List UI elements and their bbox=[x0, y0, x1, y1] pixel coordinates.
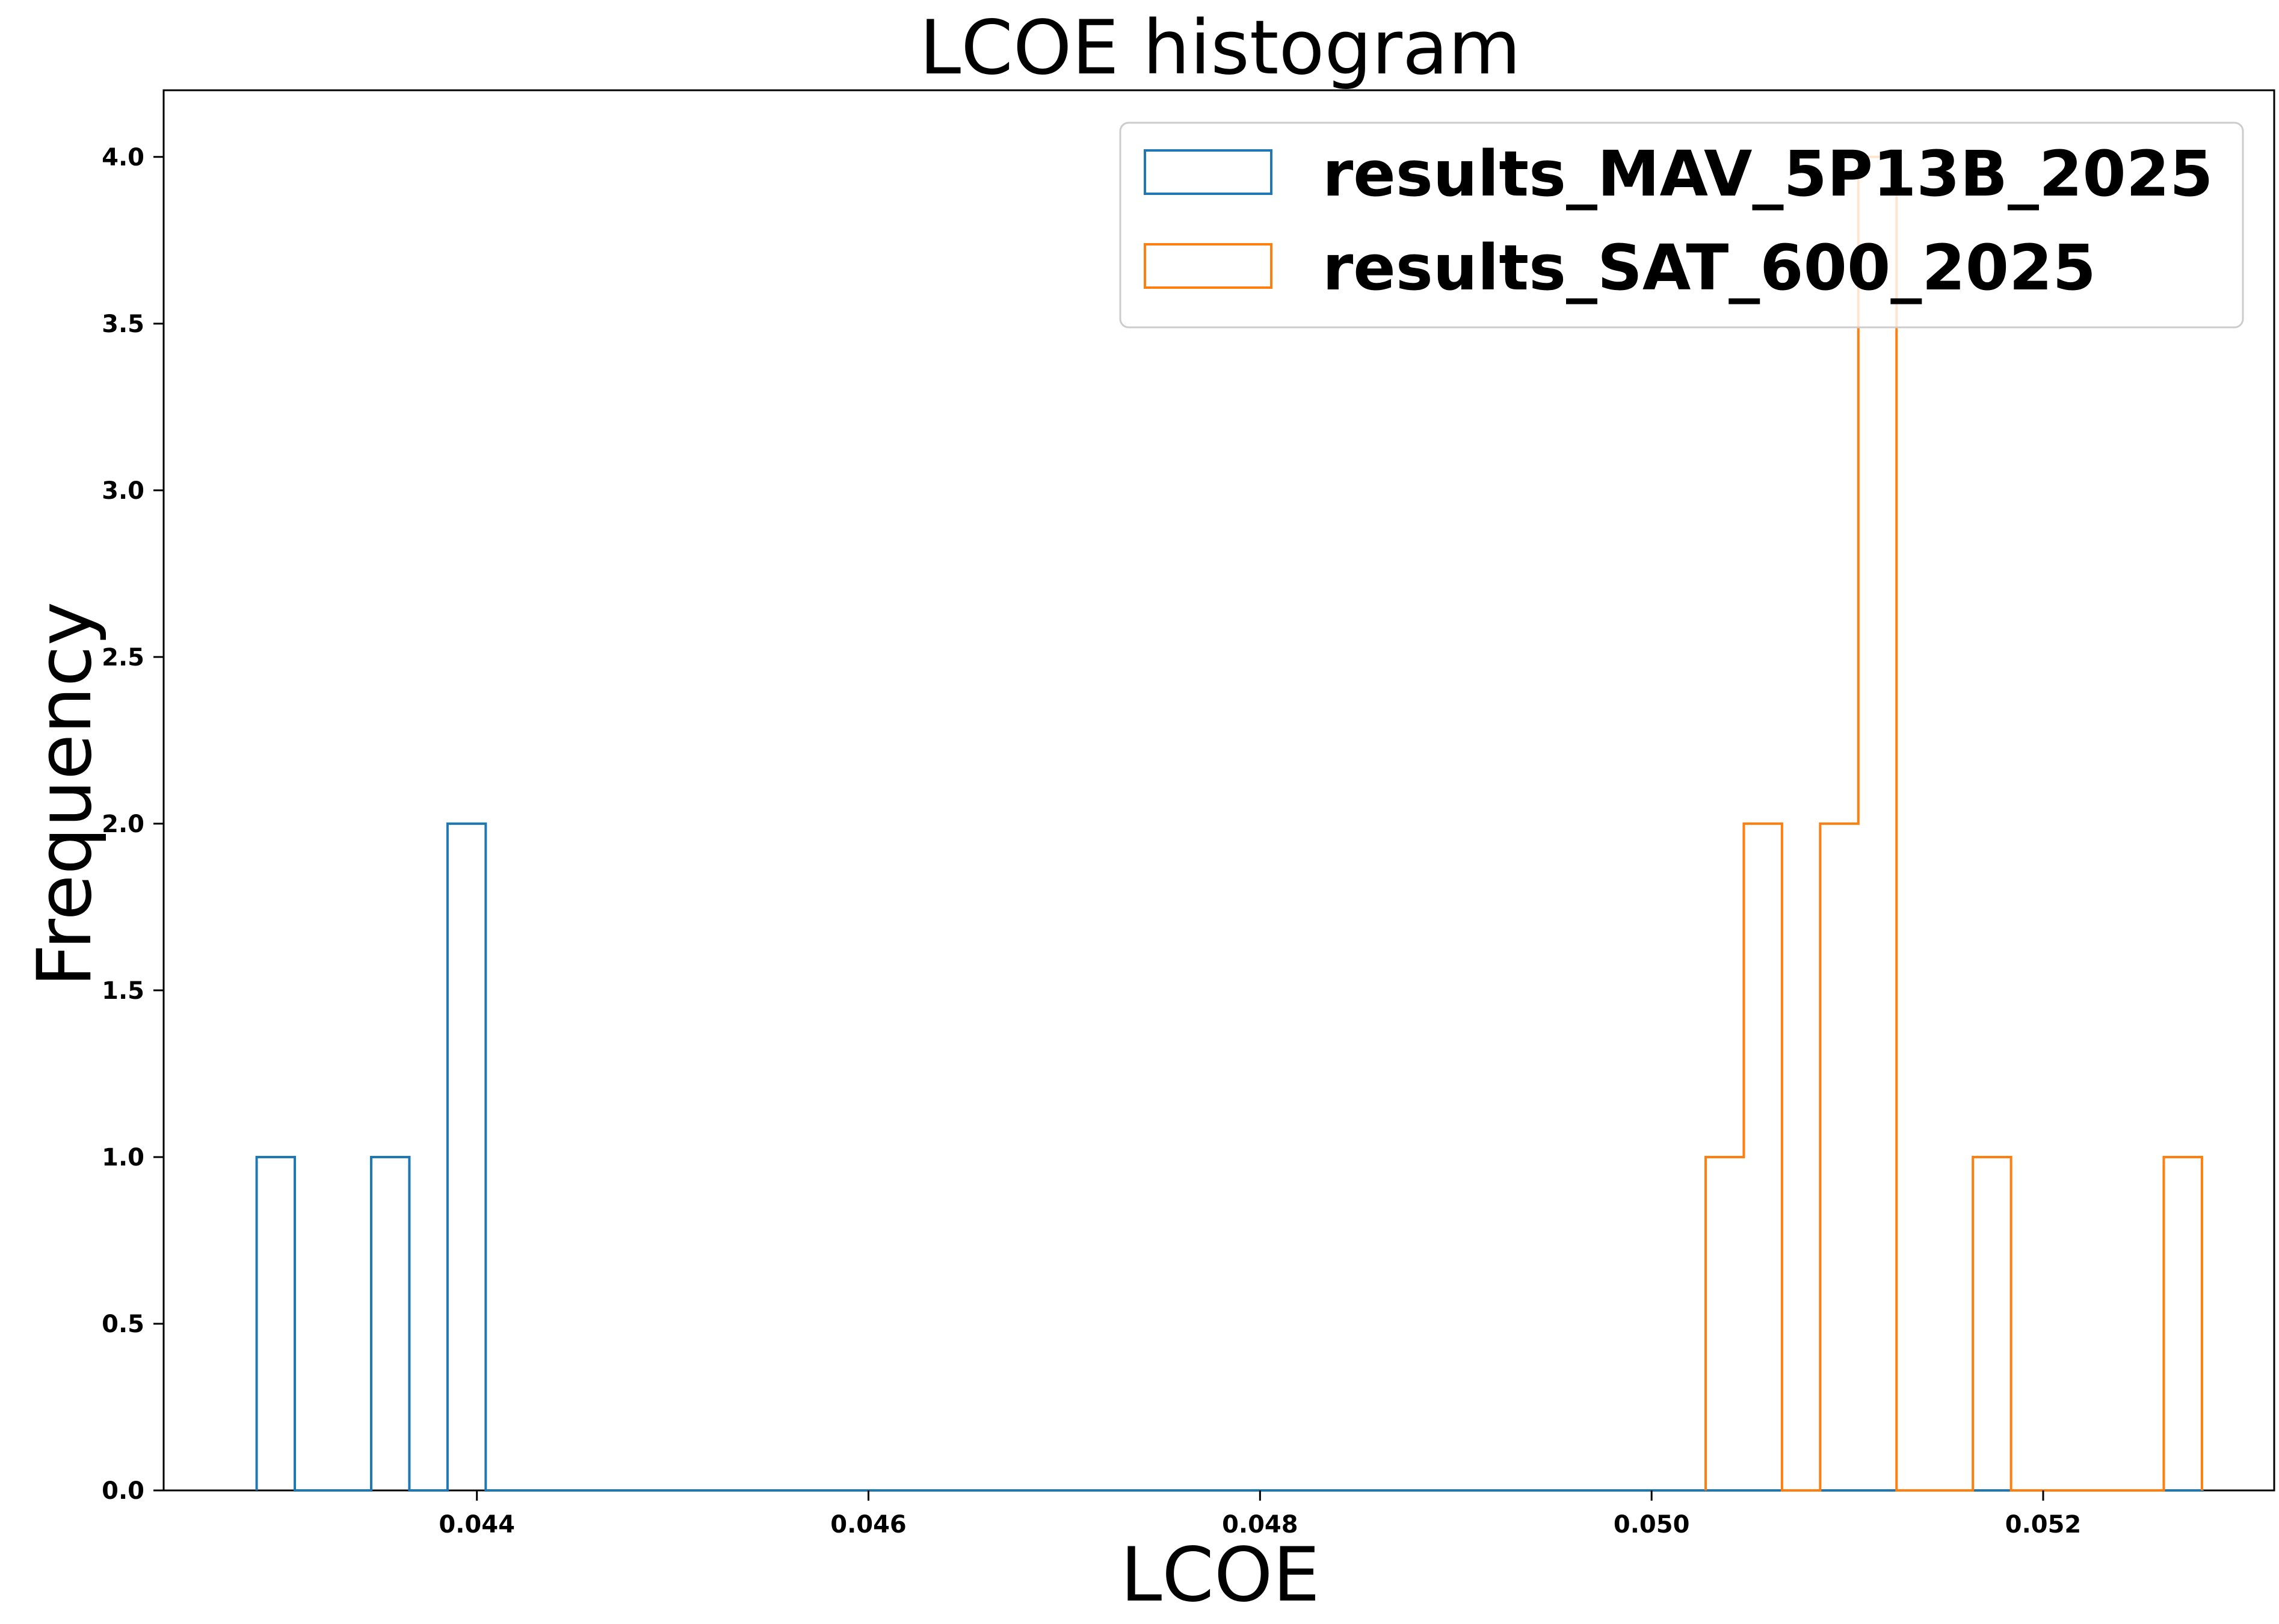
y-axis-ticks: 0.0 0.5 1.0 1.5 2.0 2.5 3.0 3.5 4.0 bbox=[102, 144, 164, 1505]
x-tick-label: 0.050 bbox=[1614, 1511, 1690, 1539]
histogram-bin-1-7 bbox=[1973, 1157, 2011, 1490]
histogram-bin-1-4 bbox=[1858, 157, 1896, 1490]
histogram-bin-1-1 bbox=[1744, 824, 1781, 1490]
histogram-series-0 bbox=[255, 822, 2204, 1492]
histogram-bin-1-0 bbox=[1706, 1157, 1744, 1490]
y-tick-label: 1.0 bbox=[102, 1144, 144, 1172]
histogram-series-1 bbox=[1704, 155, 2203, 1492]
legend-swatch-sat bbox=[1144, 243, 1272, 289]
histogram-bin-1-3 bbox=[1820, 824, 1858, 1490]
x-tick-label: 0.046 bbox=[830, 1511, 907, 1539]
histogram-bin-0-3 bbox=[371, 1157, 409, 1490]
y-tick-label: 2.0 bbox=[102, 810, 144, 838]
legend-label-sat: results_SAT_600_2025 bbox=[1322, 231, 2096, 304]
histogram-bars bbox=[255, 155, 2204, 1492]
y-tick-label: 4.0 bbox=[102, 144, 144, 171]
x-axis-label: LCOE bbox=[1120, 1532, 1320, 1619]
histogram-bin-0-5 bbox=[448, 824, 486, 1490]
x-tick-label: 0.052 bbox=[2005, 1511, 2082, 1539]
y-tick-label: 0.5 bbox=[102, 1311, 144, 1338]
y-tick-label: 1.5 bbox=[102, 977, 144, 1005]
legend-box bbox=[1119, 122, 2244, 329]
chart-title: LCOE histogram bbox=[919, 5, 1521, 91]
x-tick-label: 0.044 bbox=[439, 1511, 515, 1539]
legend-label-mav: results_MAV_5P13B_2025 bbox=[1322, 137, 2213, 211]
histogram-bin-1-12 bbox=[2163, 1157, 2201, 1490]
y-tick-label: 3.5 bbox=[102, 310, 144, 338]
y-tick-label: 3.0 bbox=[102, 477, 144, 505]
y-tick-label: 2.5 bbox=[102, 644, 144, 672]
x-axis-ticks: 0.044 0.046 0.048 0.050 0.052 bbox=[439, 1490, 2081, 1539]
legend: results_MAV_5P13B_2025 results_SAT_600_2… bbox=[1119, 122, 2244, 329]
y-tick-label: 0.0 bbox=[102, 1477, 144, 1505]
x-tick-label: 0.048 bbox=[1222, 1511, 1298, 1539]
histogram-bin-0-0 bbox=[257, 1157, 295, 1490]
y-axis-label: Frequency bbox=[22, 602, 108, 987]
legend-swatch-mav bbox=[1144, 149, 1272, 195]
